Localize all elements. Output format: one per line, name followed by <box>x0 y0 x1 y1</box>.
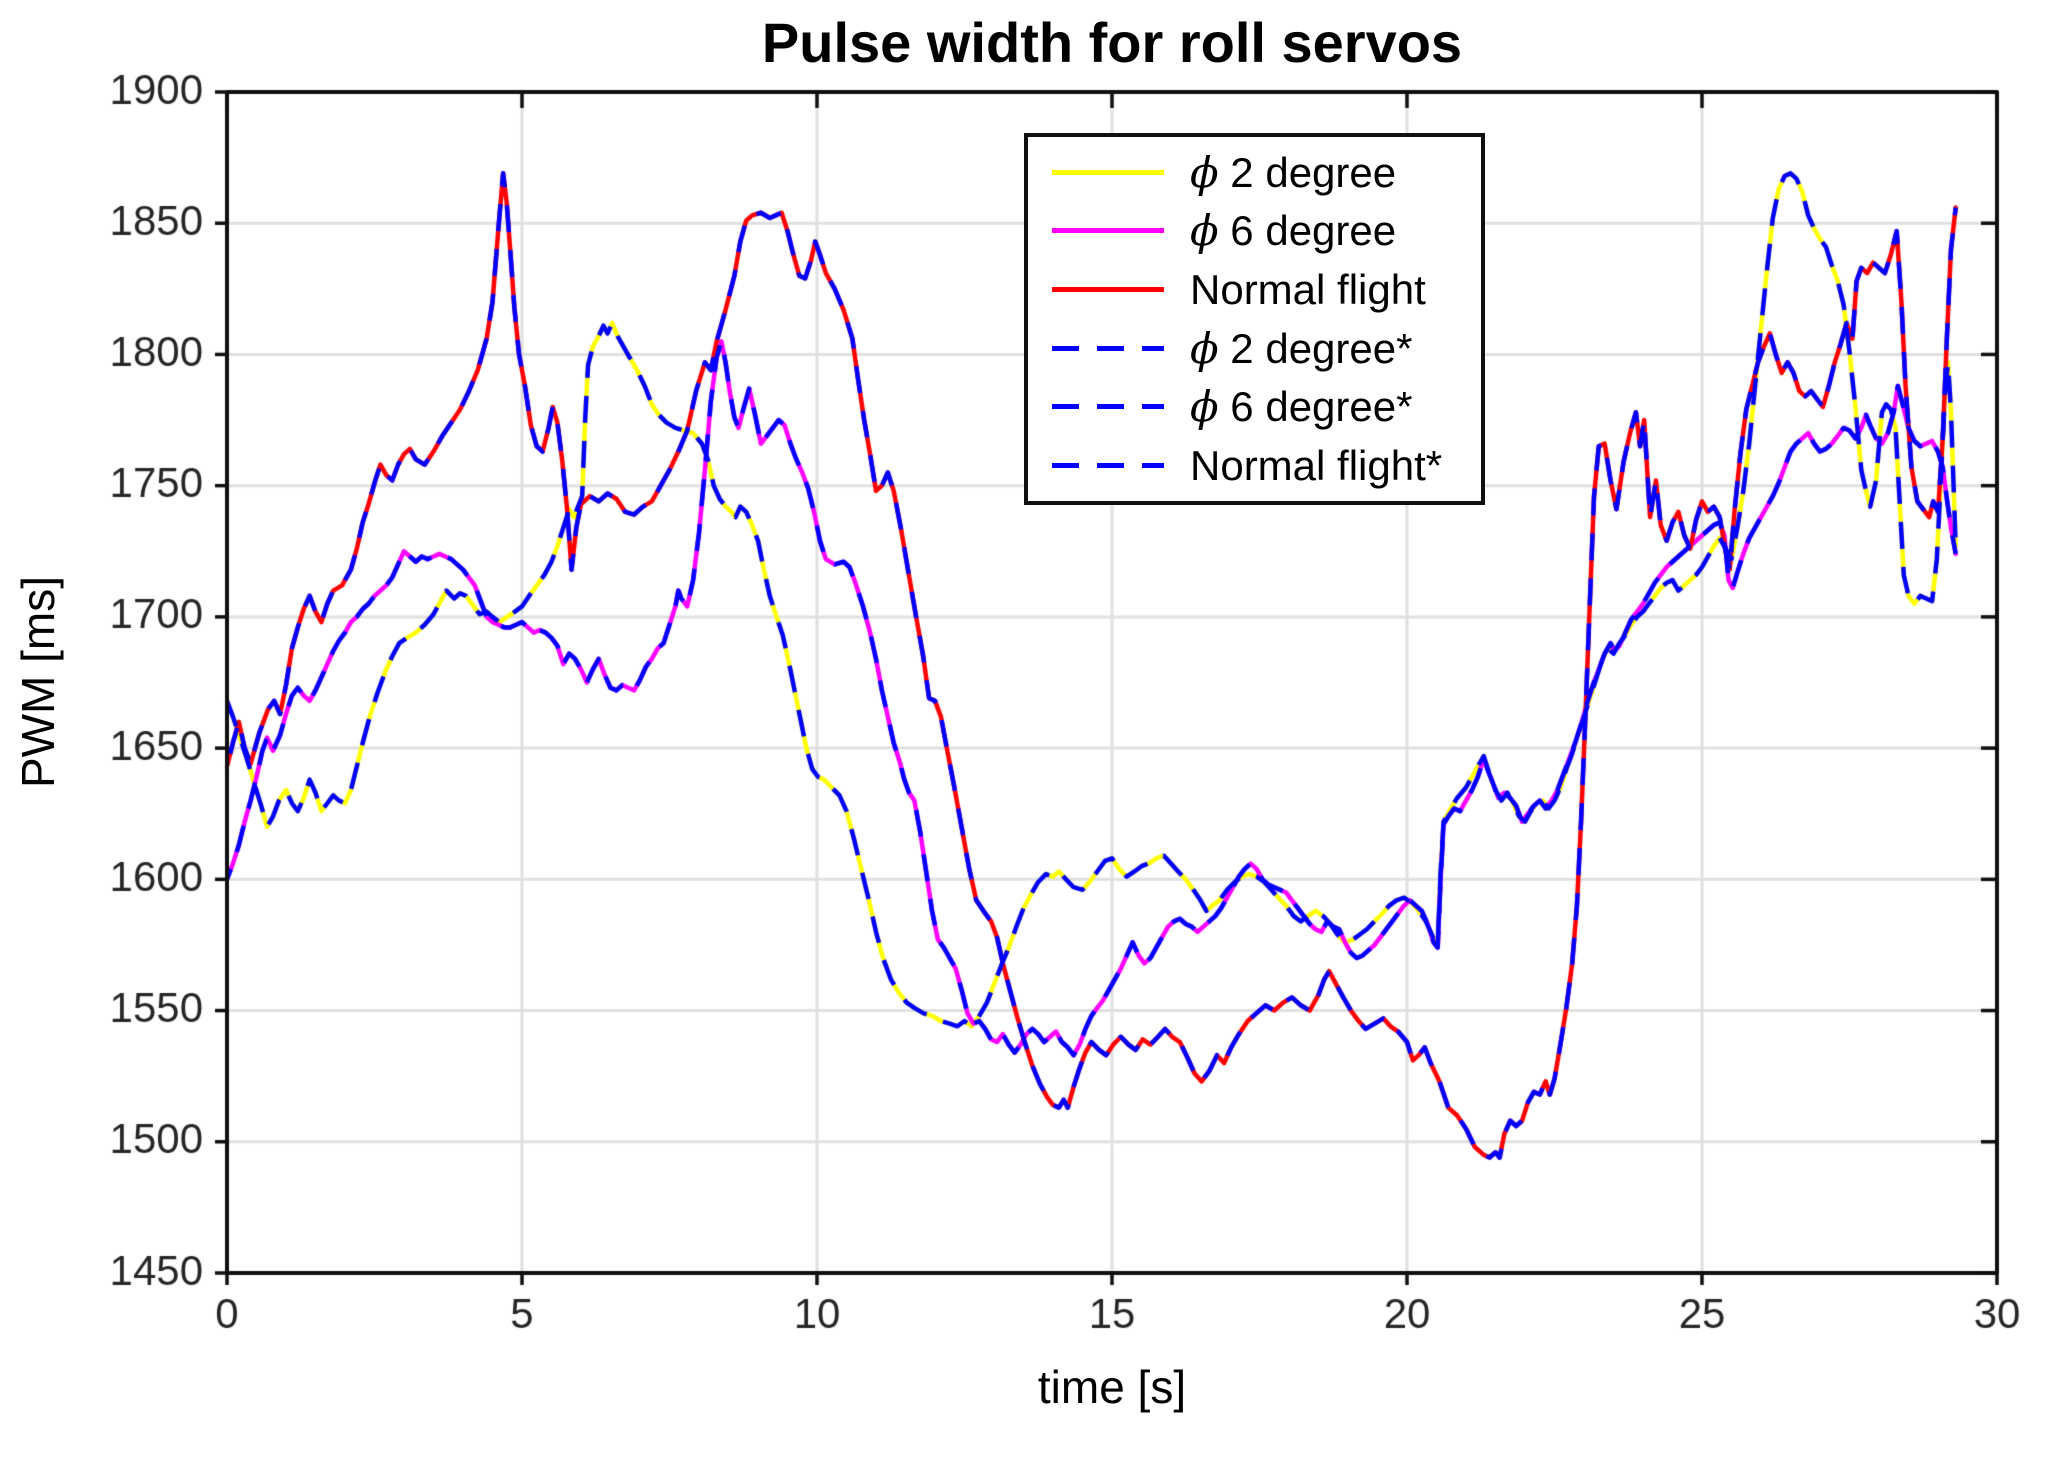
legend-label: Normal flight* <box>1190 442 1443 490</box>
legend-label: ϕ 2 degree <box>1190 147 1397 197</box>
legend-item-3: ϕ 2 degree* <box>1052 319 1481 377</box>
legend-item-4: ϕ 6 degree* <box>1052 378 1481 436</box>
x-axis-label: time [s] <box>1037 1361 1187 1413</box>
legend-item-5: Normal flight* <box>1052 437 1481 495</box>
legend-label: Normal flight <box>1190 266 1426 314</box>
legend-item-1: ϕ 6 degree <box>1052 202 1481 260</box>
legend-line-sample <box>1052 287 1164 293</box>
legend-line-sample <box>1052 169 1164 175</box>
legend-dashed-line-sample <box>1052 463 1164 469</box>
legend-label: ϕ 6 degree <box>1190 206 1397 256</box>
legend-line-sample <box>1052 228 1164 234</box>
legend-item-2: Normal flight <box>1052 261 1481 319</box>
legend: ϕ 2 degree ϕ 6 degree Normal flight ϕ 2 deg… <box>1024 133 1485 505</box>
legend-dashed-line-sample <box>1052 345 1164 351</box>
legend-dashed-line-sample <box>1052 404 1164 410</box>
y-axis-label: PWM [ms] <box>12 575 64 789</box>
legend-item-0: ϕ 2 degree <box>1052 143 1481 201</box>
chart-title: Pulse width for roll servos <box>761 11 1463 74</box>
legend-label: ϕ 2 degree* <box>1190 323 1413 373</box>
legend-label: ϕ 6 degree* <box>1190 382 1413 432</box>
